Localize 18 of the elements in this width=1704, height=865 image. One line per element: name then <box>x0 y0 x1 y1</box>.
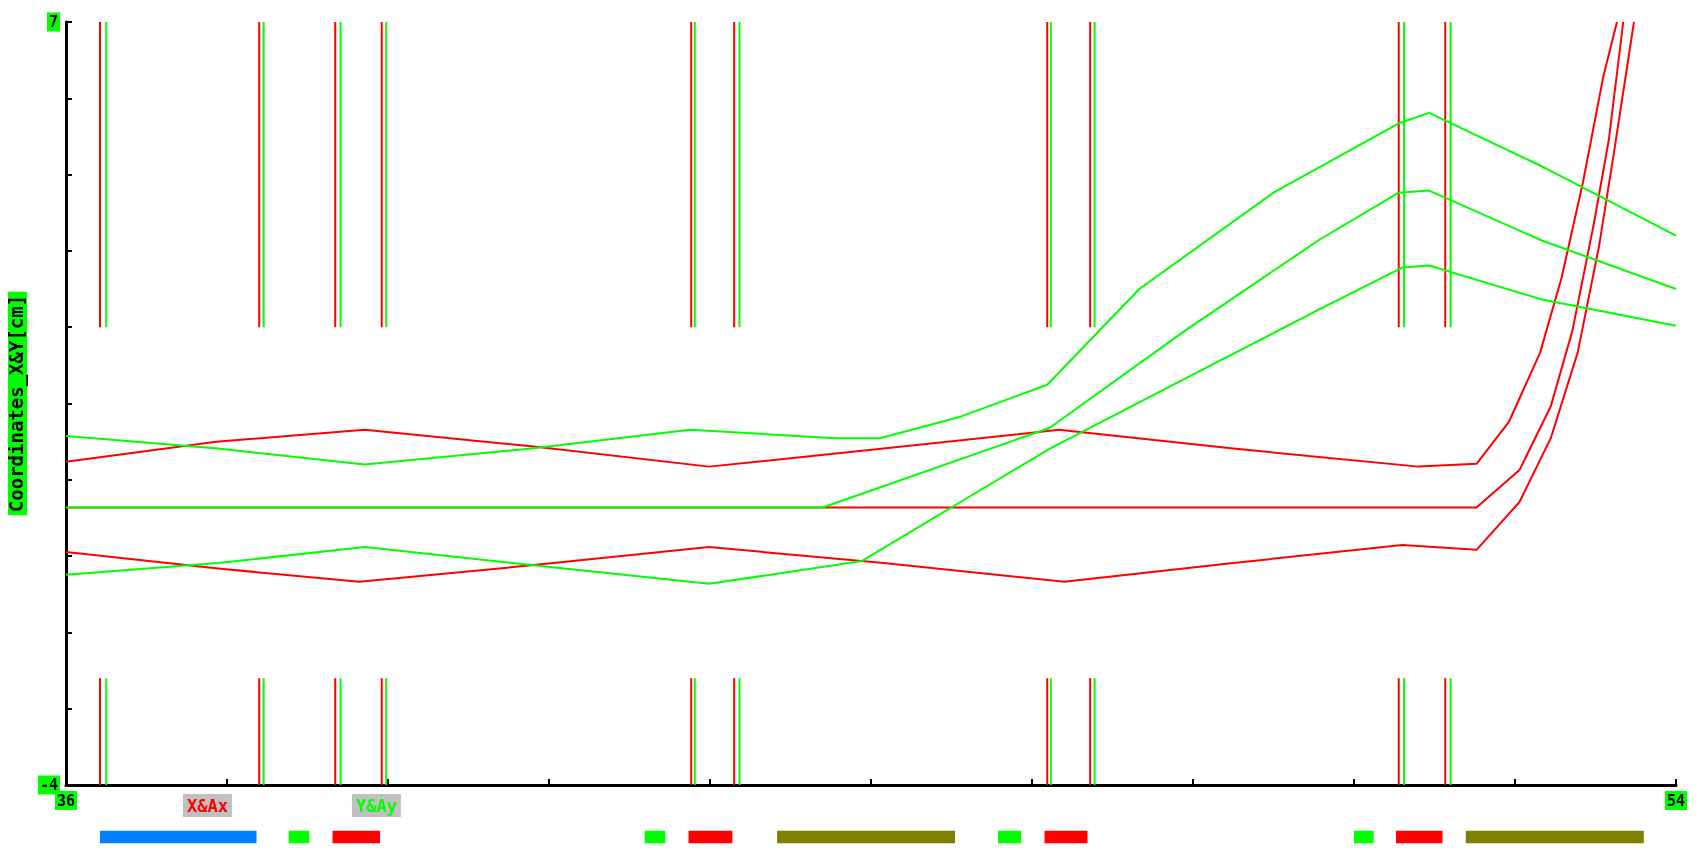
text: Y&Ay <box>355 795 397 816</box>
x-tick-label: 54 <box>1666 791 1686 810</box>
x-tick-label: 36 <box>56 791 76 810</box>
bar <box>998 830 1022 844</box>
y-axis-title: Coordinates_X&Y[cm] <box>4 294 28 513</box>
bar <box>332 830 380 844</box>
bar <box>99 830 257 844</box>
bar <box>1354 830 1374 844</box>
bar <box>777 830 956 844</box>
y-tick-label: 7 <box>48 13 58 31</box>
y-tick-label: -4 <box>39 776 58 794</box>
bar <box>1396 830 1443 844</box>
bar <box>644 830 666 844</box>
bar <box>1044 830 1088 844</box>
bar <box>1465 830 1644 844</box>
bar <box>688 830 733 844</box>
bar <box>288 830 310 844</box>
text: X&Ax <box>187 795 228 816</box>
